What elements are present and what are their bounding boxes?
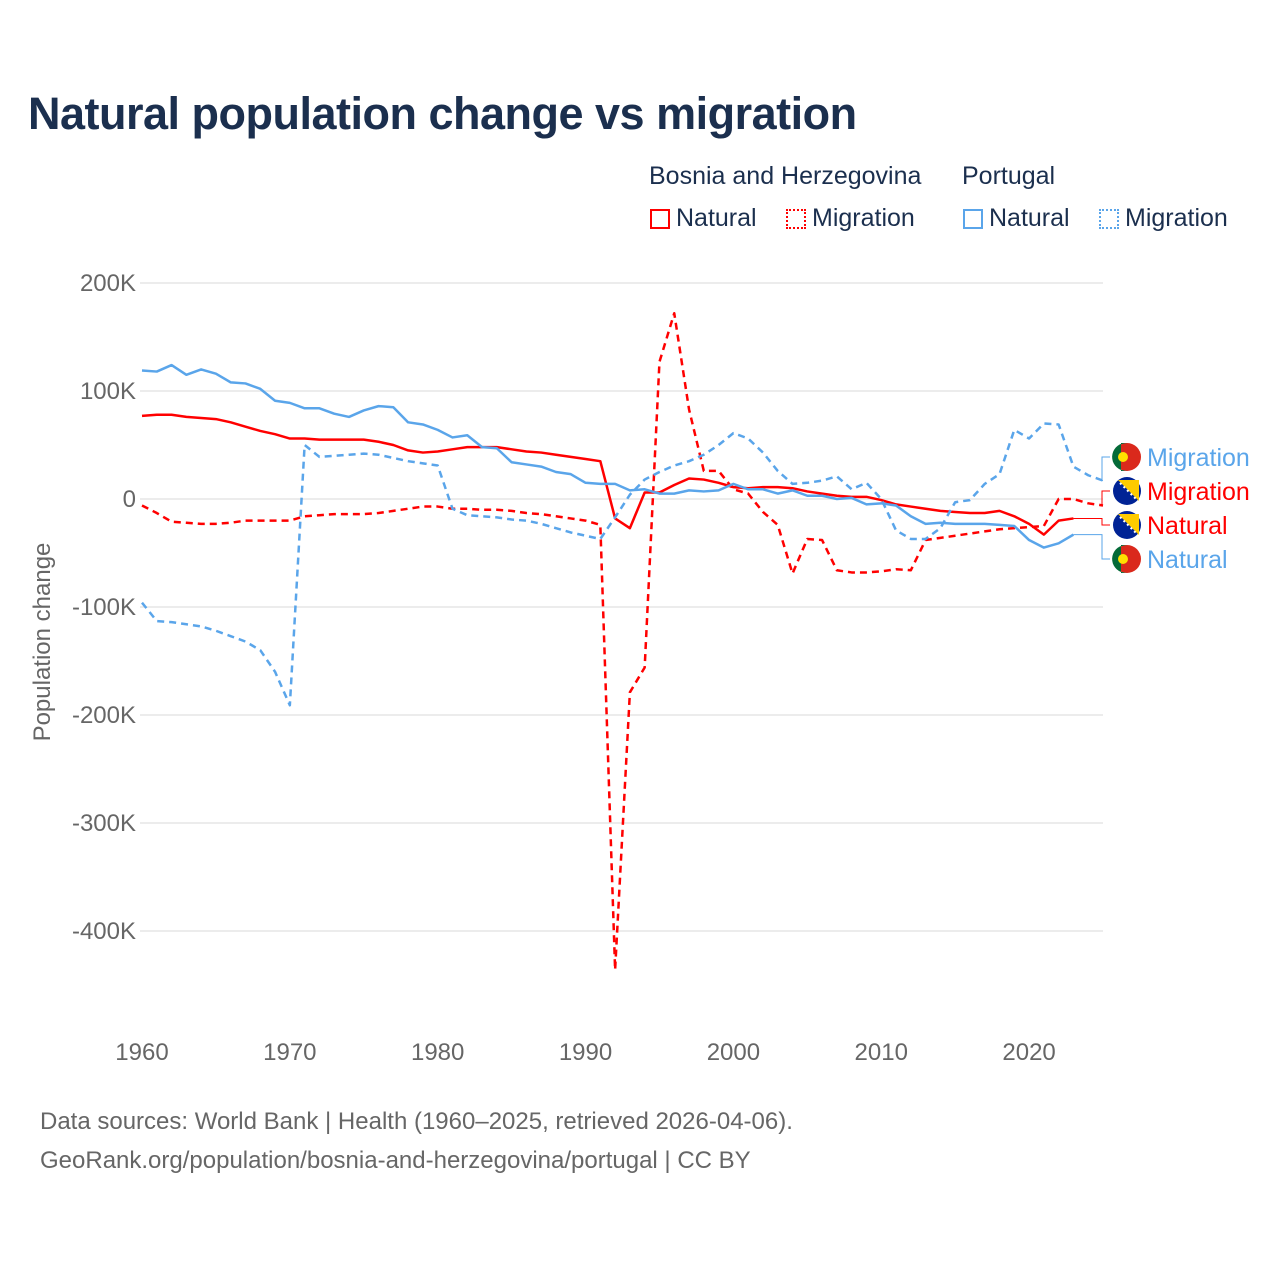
- legend-bosnia-migration[interactable]: Migration: [786, 204, 915, 233]
- bosnia-flag-icon: [1113, 477, 1141, 505]
- end-label: Natural: [1147, 546, 1228, 574]
- y-tick-label: -200K: [72, 702, 136, 729]
- end-label: Natural: [1147, 512, 1228, 540]
- flag-emblem: [1118, 452, 1128, 462]
- legend-bosnia-natural[interactable]: Natural: [650, 204, 757, 233]
- y-tick-label: 0: [123, 486, 136, 513]
- legend-portugal-natural[interactable]: Natural: [963, 204, 1070, 233]
- chart-title: Natural population change vs migration: [28, 88, 857, 139]
- y-tick-label: -400K: [72, 918, 136, 945]
- label-connector: [1073, 517, 1110, 526]
- label-connector: [1101, 456, 1110, 482]
- solid-swatch-icon: [650, 208, 670, 229]
- portugal-flag-icon: [1112, 544, 1141, 573]
- y-tick-label: 200K: [80, 270, 136, 297]
- legend-portugal-migration[interactable]: Migration: [1099, 204, 1228, 233]
- x-tick-label: 1970: [263, 1039, 316, 1066]
- legend-group-bosnia: Bosnia and Herzegovina: [649, 162, 922, 190]
- portugal-flag-icon: [1112, 442, 1141, 471]
- dotted-swatch-icon: [1099, 208, 1119, 229]
- legend-label: Natural: [989, 204, 1070, 232]
- x-tick-label: 1960: [115, 1039, 168, 1066]
- legend-label: Migration: [1125, 204, 1228, 232]
- label-connector: [1101, 490, 1110, 506]
- x-tick-label: 2000: [707, 1039, 760, 1066]
- footer-link[interactable]: GeoRank.org/population/bosnia-and-herzeg…: [40, 1147, 751, 1174]
- series-line-bosnia-and-herzegovina-natural: [141, 413, 1074, 536]
- y-tick-label: -300K: [72, 810, 136, 837]
- end-label: Migration: [1147, 478, 1250, 506]
- flag-emblem: [1118, 554, 1128, 564]
- label-connector: [1073, 534, 1110, 560]
- flag-stars: [1119, 516, 1137, 534]
- flag-stars: [1119, 482, 1137, 500]
- legend-group-portugal: Portugal: [962, 162, 1056, 190]
- bosnia-flag-icon: [1113, 511, 1141, 539]
- series-line-portugal-migration: [141, 422, 1104, 707]
- series-line-portugal-natural: [141, 363, 1075, 549]
- y-axis-label: Population change: [29, 543, 56, 742]
- dotted-swatch-icon: [786, 208, 806, 229]
- end-label: Migration: [1147, 444, 1250, 472]
- y-tick-label: -100K: [72, 594, 136, 621]
- series-line-bosnia-and-herzegovina-migration: [141, 311, 1104, 972]
- legend-label: Migration: [812, 204, 915, 232]
- x-tick-label: 2020: [1002, 1039, 1055, 1066]
- legend-label: Natural: [676, 204, 757, 232]
- x-tick-label: 1980: [411, 1039, 464, 1066]
- footer-sources: Data sources: World Bank | Health (1960–…: [40, 1108, 793, 1135]
- x-tick-label: 2010: [855, 1039, 908, 1066]
- x-tick-label: 1990: [559, 1039, 612, 1066]
- solid-swatch-icon: [963, 208, 983, 229]
- y-tick-label: 100K: [80, 378, 136, 405]
